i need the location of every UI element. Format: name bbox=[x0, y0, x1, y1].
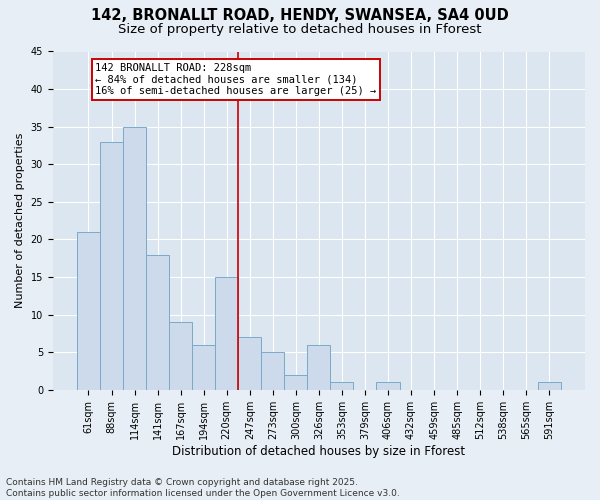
Bar bbox=[284, 375, 307, 390]
Bar bbox=[123, 126, 146, 390]
Bar bbox=[215, 277, 238, 390]
Bar bbox=[100, 142, 123, 390]
Text: 142, BRONALLT ROAD, HENDY, SWANSEA, SA4 0UD: 142, BRONALLT ROAD, HENDY, SWANSEA, SA4 … bbox=[91, 8, 509, 22]
Y-axis label: Number of detached properties: Number of detached properties bbox=[15, 133, 25, 308]
Text: Size of property relative to detached houses in Fforest: Size of property relative to detached ho… bbox=[118, 22, 482, 36]
Bar bbox=[238, 337, 261, 390]
Bar bbox=[538, 382, 561, 390]
Text: 142 BRONALLT ROAD: 228sqm
← 84% of detached houses are smaller (134)
16% of semi: 142 BRONALLT ROAD: 228sqm ← 84% of detac… bbox=[95, 63, 377, 96]
Bar bbox=[376, 382, 400, 390]
Bar bbox=[192, 344, 215, 390]
Bar bbox=[146, 254, 169, 390]
Bar bbox=[261, 352, 284, 390]
Bar bbox=[331, 382, 353, 390]
Bar bbox=[77, 232, 100, 390]
Text: Contains HM Land Registry data © Crown copyright and database right 2025.
Contai: Contains HM Land Registry data © Crown c… bbox=[6, 478, 400, 498]
Bar bbox=[169, 322, 192, 390]
X-axis label: Distribution of detached houses by size in Fforest: Distribution of detached houses by size … bbox=[172, 444, 466, 458]
Bar bbox=[307, 344, 331, 390]
